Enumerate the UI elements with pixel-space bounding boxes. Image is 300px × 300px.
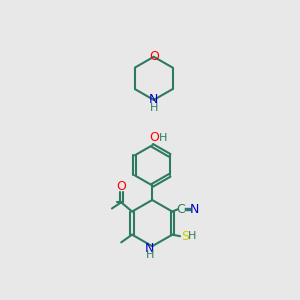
Text: N: N [190,203,200,216]
Text: N: N [145,242,154,255]
Text: S: S [182,230,190,243]
Text: O: O [116,180,126,193]
Text: H: H [188,231,197,241]
Text: H: H [146,250,154,260]
Text: C: C [176,203,185,216]
Text: H: H [159,133,167,142]
Text: O: O [149,50,159,63]
Text: O: O [149,131,159,144]
Text: N: N [149,93,158,106]
Text: H: H [150,103,158,113]
